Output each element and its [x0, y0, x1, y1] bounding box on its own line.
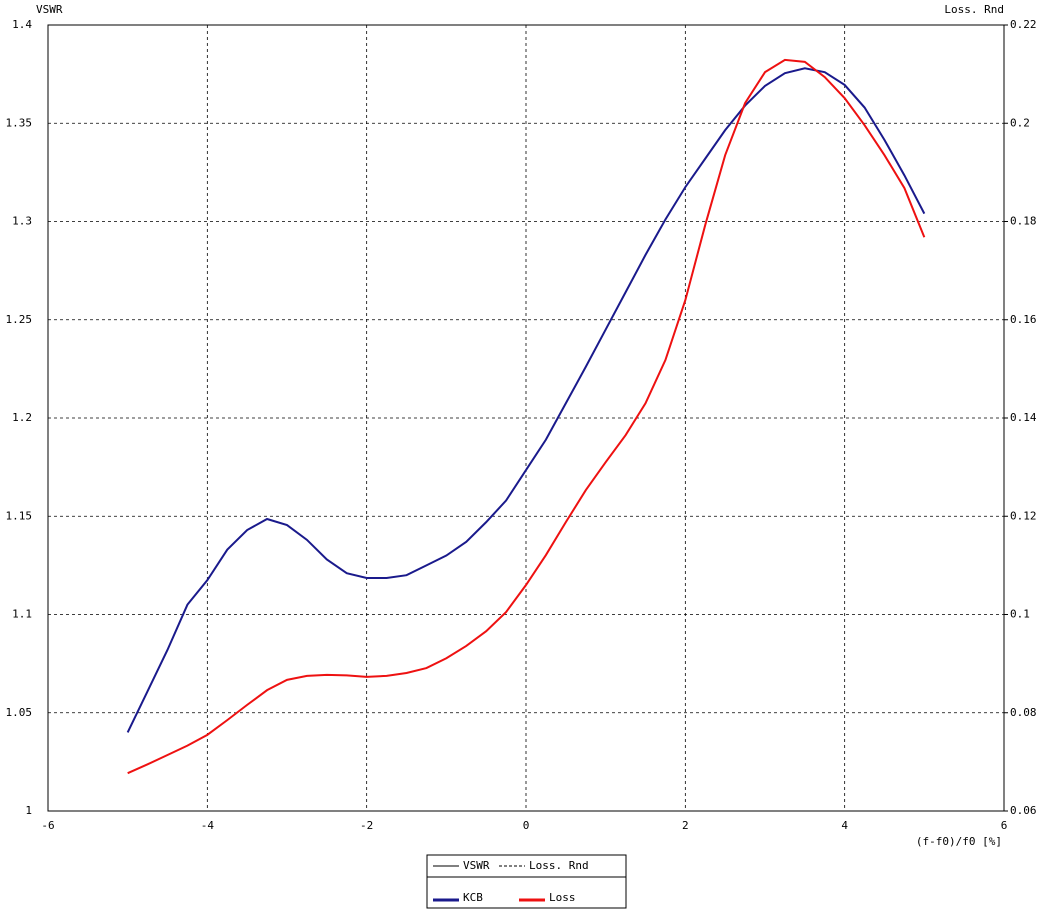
y-tick-label: 1.2	[12, 411, 32, 424]
y-tick-label: 1	[25, 804, 32, 817]
y2-tick-label: 0.14	[1010, 411, 1037, 424]
data-line	[126, 67, 926, 733]
y2-tick-label: 0.08	[1010, 706, 1037, 719]
legend-label: Loss. Rnd	[529, 859, 589, 872]
y2-tick-label: 0.1	[1010, 608, 1030, 621]
y-tick-label: 1.15	[6, 509, 33, 522]
x-tick-label: -2	[360, 819, 373, 832]
y2-tick-label: 0.06	[1010, 804, 1037, 817]
x-axis-label: (f-f0)/f0 [%]	[916, 835, 1002, 848]
x-tick-label: 4	[841, 819, 848, 832]
y-tick-label: 1.25	[6, 313, 33, 326]
y2-tick-label: 0.22	[1010, 18, 1037, 31]
x-tick-label: 2	[682, 819, 689, 832]
y2-tick-label: 0.18	[1010, 215, 1037, 228]
x-tick-label: 6	[1001, 819, 1008, 832]
y2-tick-label: 0.12	[1010, 509, 1037, 522]
y2-axis-label: Loss. Rnd	[944, 3, 1004, 16]
x-tick-label: -4	[201, 819, 215, 832]
x-tick-label: 0	[523, 819, 530, 832]
y-tick-label: 1.4	[12, 18, 32, 31]
y-tick-label: 1.1	[12, 608, 32, 621]
y-tick-label: 1.3	[12, 215, 32, 228]
y-tick-label: 1.05	[6, 706, 33, 719]
legend-label: VSWR	[463, 859, 490, 872]
legend-label: KCB	[463, 891, 483, 904]
y2-tick-label: 0.2	[1010, 116, 1030, 129]
y2-tick-label: 0.16	[1010, 313, 1037, 326]
y-axis-label: VSWR	[36, 3, 63, 16]
y-tick-label: 1.35	[6, 116, 33, 129]
data-line	[127, 58, 926, 775]
x-tick-label: -6	[41, 819, 54, 832]
plot-frame	[47, 24, 1005, 812]
legend-label: Loss	[549, 891, 576, 904]
